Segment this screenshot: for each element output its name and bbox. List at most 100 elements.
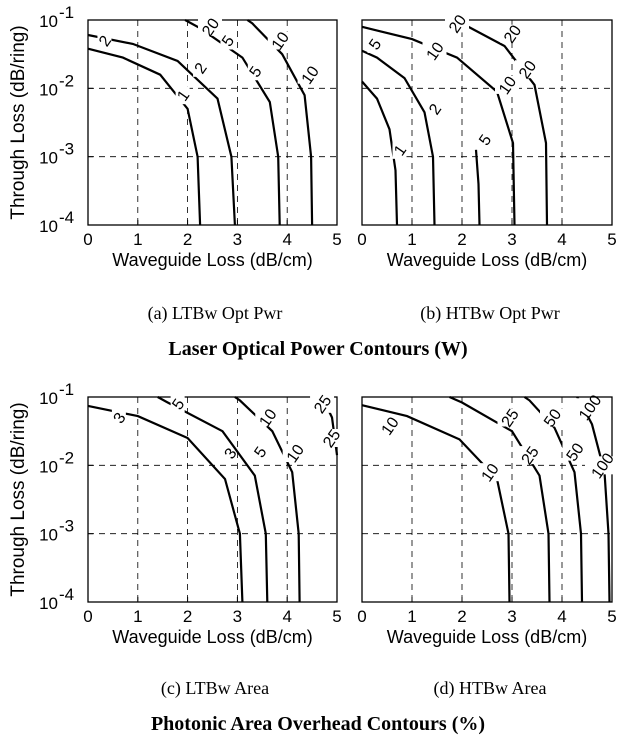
plot-frame (361, 19, 613, 226)
caption-d: (d) HTBw Area (434, 678, 547, 699)
contour-label-bg (477, 130, 492, 149)
y-tick-label: 10 (39, 80, 58, 99)
contour-label-bg (500, 24, 524, 43)
caption-c: (c) LTBw Area (161, 678, 269, 699)
y-tick-label: 10 (39, 526, 58, 545)
contour-line (361, 404, 511, 603)
y-tick-exponent: -1 (59, 3, 74, 22)
contour-label-bg (392, 140, 407, 159)
contour-label-bg (517, 446, 542, 465)
contour-label-bg (562, 442, 587, 461)
contour-label-bg (497, 408, 522, 427)
contour-line (474, 149, 481, 226)
contour-label-bg (193, 58, 208, 77)
y-tick-label: 10 (39, 217, 58, 236)
y-tick-exponent: -3 (59, 517, 74, 536)
contour-label-bg (267, 31, 292, 50)
plot-frame (87, 19, 338, 226)
contour-label-bg (297, 65, 322, 84)
x-tick-label: 3 (507, 607, 516, 626)
y-tick-label: 10 (39, 594, 58, 613)
y-tick-exponent: -2 (59, 448, 74, 467)
contour-label-bg (111, 408, 126, 427)
contour-label-bg (220, 31, 235, 50)
contour-label-bg (282, 444, 307, 463)
y-axis-label: Through Loss (dB/ring) (8, 25, 29, 219)
y-tick-label: 10 (39, 149, 58, 168)
contour-label-bg (175, 86, 190, 105)
x-tick-label: 3 (233, 607, 242, 626)
y-tick-exponent: -4 (59, 585, 74, 604)
y-tick-exponent: -1 (59, 380, 74, 399)
x-tick-label: 5 (607, 607, 616, 626)
x-tick-label: 4 (557, 607, 566, 626)
contour-label-bg (445, 14, 469, 33)
contour-label-bg (222, 444, 237, 463)
x-tick-label: 0 (83, 607, 92, 626)
contour-label-bg (477, 463, 502, 482)
x-tick-label: 2 (457, 230, 466, 249)
section-title-top: Laser Optical Power Contours (W) (168, 338, 467, 360)
contour-label-bg (198, 17, 223, 36)
x-tick-label: 2 (183, 230, 192, 249)
x-axis-label: Waveguide Loss (dB/cm) (112, 250, 312, 270)
x-tick-label: 1 (133, 607, 142, 626)
contour-label-bg (515, 60, 539, 79)
contour-label-bg (255, 408, 280, 427)
contour-line (157, 396, 269, 603)
x-tick-label: 0 (357, 230, 366, 249)
contour-label-bg (367, 34, 382, 53)
contour-line (361, 80, 399, 226)
x-tick-label: 3 (507, 230, 516, 249)
x-tick-label: 4 (282, 230, 291, 249)
contour-line (449, 395, 551, 603)
contour-label-bg (97, 31, 112, 50)
x-tick-label: 1 (407, 607, 416, 626)
contour-label-bg (422, 41, 447, 60)
contour-line (87, 47, 202, 226)
contour-label-bg (572, 398, 607, 417)
y-tick-label: 10 (39, 389, 58, 408)
contour-label-bg (319, 429, 344, 447)
x-tick-label: 0 (83, 230, 92, 249)
y-tick-exponent: -3 (59, 140, 74, 159)
y-tick-label: 10 (39, 457, 58, 476)
y-tick-exponent: -2 (59, 71, 74, 90)
contour-label-bg (427, 99, 442, 118)
y-tick-exponent: -4 (59, 208, 74, 227)
x-tick-label: 4 (557, 230, 566, 249)
contour-line (361, 49, 436, 226)
contour-label-bg (495, 75, 519, 94)
y-axis-label: Through Loss (dB/ring) (8, 402, 29, 596)
contour-line (87, 404, 244, 603)
x-axis-label: Waveguide Loss (dB/cm) (112, 627, 312, 647)
x-tick-label: 5 (332, 607, 341, 626)
x-axis-label: Waveguide Loss (dB/cm) (387, 627, 587, 647)
caption-a: (a) LTBw Opt Pwr (148, 303, 283, 324)
x-tick-label: 1 (407, 230, 416, 249)
x-tick-label: 1 (133, 230, 142, 249)
contour-label: 100 (589, 450, 618, 482)
plot-frame (361, 396, 613, 603)
x-tick-label: 3 (233, 230, 242, 249)
x-tick-label: 5 (332, 230, 341, 249)
x-tick-label: 2 (457, 607, 466, 626)
x-tick-label: 5 (607, 230, 616, 249)
x-tick-label: 2 (183, 607, 192, 626)
y-tick-label: 10 (39, 12, 58, 31)
section-title-bottom: Photonic Area Overhead Contours (%) (151, 713, 485, 735)
contour-label-bg (170, 394, 185, 413)
x-axis-label: Waveguide Loss (dB/cm) (387, 250, 587, 270)
contour-line (361, 25, 516, 226)
contour-label-bg (252, 442, 267, 461)
contour-line (246, 19, 314, 226)
contour-label-bg (540, 408, 564, 427)
contour-label-bg (247, 62, 262, 81)
contour-label-bg (310, 394, 335, 413)
plot-frame (87, 396, 338, 603)
